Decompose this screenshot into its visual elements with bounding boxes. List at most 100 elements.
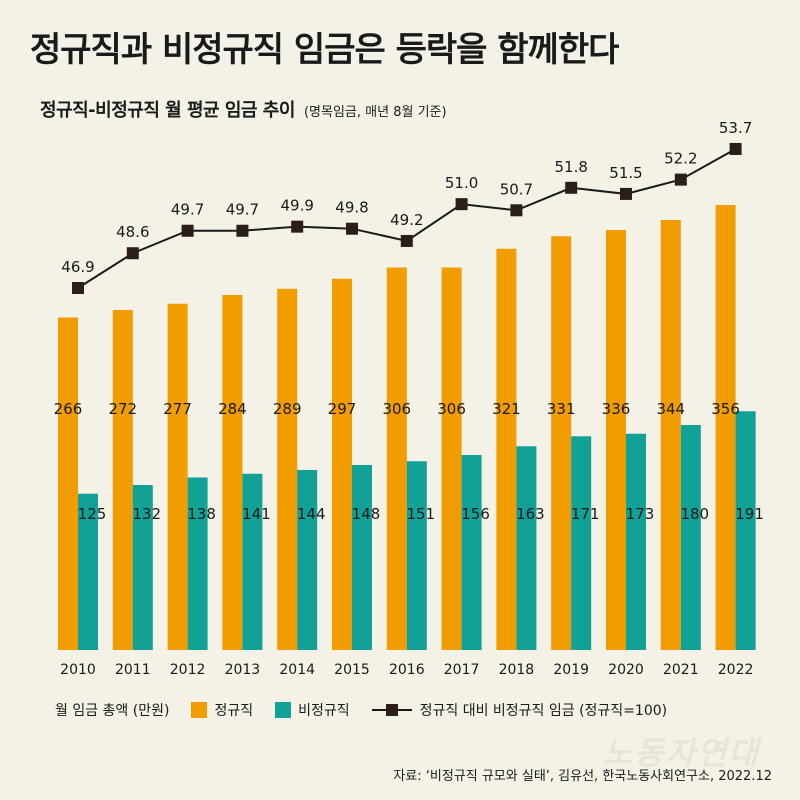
legend: 월 임금 총액 (만원) 정규직 비정규직 정규직 대비 비정규직 임금 (정규… bbox=[55, 700, 689, 720]
nonregular-value-label: 125 bbox=[78, 505, 107, 523]
nonregular-value-label: 191 bbox=[735, 505, 764, 523]
ratio-line-group bbox=[72, 142, 742, 294]
nonregular-bar bbox=[680, 425, 701, 650]
nonregular-value-label: 144 bbox=[297, 505, 326, 523]
ratio-value-label: 49.7 bbox=[171, 201, 204, 219]
nonregular-value-label: 148 bbox=[352, 505, 381, 523]
ratio-line-key bbox=[371, 702, 412, 718]
x-tick-label: 2013 bbox=[225, 662, 261, 678]
nonregular-bar bbox=[516, 446, 537, 650]
ratio-value-label: 46.9 bbox=[61, 258, 94, 276]
nonregular-bar bbox=[352, 465, 372, 650]
regular-bar bbox=[715, 205, 736, 650]
ratio-value-label: 53.7 bbox=[719, 119, 752, 137]
regular-bars-group bbox=[58, 205, 736, 650]
subtitle-note: (명목임금, 매년 8월 기준) bbox=[303, 105, 447, 120]
ratio-value-label: 49.7 bbox=[226, 201, 259, 219]
regular-value-label: 272 bbox=[108, 400, 137, 418]
ratio-marker bbox=[565, 181, 578, 194]
ratio-marker bbox=[126, 247, 139, 260]
regular-value-label: 331 bbox=[547, 400, 576, 418]
regular-value-label: 289 bbox=[273, 400, 302, 418]
ratio-marker bbox=[620, 187, 632, 200]
regular-bar bbox=[112, 310, 133, 650]
ratio-value-label: 51.5 bbox=[609, 164, 642, 182]
regular-bar bbox=[58, 317, 78, 650]
ratio-value-label: 51.0 bbox=[445, 174, 478, 192]
regular-value-label: 306 bbox=[437, 400, 466, 418]
regular-bar bbox=[551, 236, 572, 650]
nonregular-bar bbox=[406, 461, 427, 650]
regular-value-label: 284 bbox=[218, 400, 247, 418]
ratio-marker bbox=[346, 222, 358, 235]
ratio-marker bbox=[674, 173, 687, 186]
ratio-value-label: 52.2 bbox=[664, 150, 697, 168]
nonregular-bar bbox=[571, 436, 592, 650]
ratio-marker bbox=[291, 220, 304, 233]
watermark-logo: 노동자연대 bbox=[602, 734, 760, 772]
ratio-marker bbox=[400, 234, 413, 247]
x-tick-label: 2022 bbox=[718, 662, 754, 678]
nonregular-swatch bbox=[275, 702, 292, 718]
x-tick-label: 2012 bbox=[170, 662, 206, 678]
ratio-marker bbox=[510, 204, 523, 217]
x-tick-label: 2017 bbox=[444, 662, 480, 678]
regular-value-label: 277 bbox=[163, 400, 192, 418]
x-tick-label: 2020 bbox=[608, 662, 644, 678]
regular-swatch bbox=[191, 702, 208, 718]
nonregular-value-label: 132 bbox=[132, 505, 161, 523]
legend-unit-label: 월 임금 총액 (만원) bbox=[55, 703, 170, 719]
regular-value-label: 344 bbox=[656, 400, 685, 418]
regular-bar bbox=[496, 248, 517, 650]
x-tick-label: 2010 bbox=[60, 662, 96, 678]
nonregular-bar bbox=[735, 411, 756, 650]
ratio-labels-group: 46.9 48.6 49.7 49.7 49.9 49.8 49.2 51.0 50.7 51.8… bbox=[61, 119, 752, 276]
nonregular-value-label: 171 bbox=[571, 505, 600, 523]
nonregular-labels-group: 125 132 138 141 144 148 151 156 163 171 173 180 191 bbox=[78, 505, 764, 523]
regular-bar bbox=[222, 295, 243, 650]
x-tick-label: 2016 bbox=[389, 662, 425, 678]
legend-ratio: 정규직 대비 비정규직 임금 (정규직=100) bbox=[371, 700, 667, 720]
nonregular-value-label: 138 bbox=[187, 505, 216, 523]
nonregular-value-label: 163 bbox=[516, 505, 545, 523]
x-tick-label: 2018 bbox=[499, 662, 535, 678]
ratio-value-label: 49.2 bbox=[390, 211, 423, 229]
ratio-value-label: 50.7 bbox=[500, 180, 533, 198]
legend-regular-text: 정규직 bbox=[214, 703, 254, 719]
nonregular-bar bbox=[626, 433, 646, 650]
x-tick-label: 2015 bbox=[334, 662, 370, 678]
nonregular-bar bbox=[78, 493, 98, 650]
nonregular-bar bbox=[132, 485, 153, 650]
ratio-value-label: 49.8 bbox=[335, 199, 368, 217]
regular-bar bbox=[277, 288, 298, 650]
legend-nonregular: 비정규직 bbox=[275, 700, 350, 720]
legend-regular: 정규직 bbox=[191, 700, 253, 720]
regular-bar bbox=[167, 303, 188, 650]
nonregular-value-label: 151 bbox=[406, 505, 435, 523]
regular-value-label: 336 bbox=[602, 400, 631, 418]
regular-value-label: 297 bbox=[328, 400, 357, 418]
nonregular-value-label: 141 bbox=[242, 505, 271, 523]
nonregular-bar bbox=[461, 455, 482, 650]
regular-value-label: 266 bbox=[54, 400, 83, 418]
ratio-marker bbox=[236, 224, 249, 237]
regular-bar bbox=[441, 267, 462, 650]
chart-title: 정규직과 비정규직 임금은 등락을 함께한다 bbox=[30, 30, 619, 70]
x-tick-label: 2019 bbox=[553, 662, 589, 678]
regular-bar bbox=[660, 220, 681, 650]
ratio-value-label: 49.9 bbox=[280, 197, 313, 215]
nonregular-value-label: 173 bbox=[626, 505, 655, 523]
x-tick-label: 2014 bbox=[279, 662, 315, 678]
ratio-marker bbox=[72, 282, 84, 294]
regular-value-label: 306 bbox=[382, 400, 411, 418]
nonregular-value-label: 156 bbox=[461, 505, 490, 523]
regular-value-label: 321 bbox=[492, 400, 521, 418]
regular-bar bbox=[386, 267, 407, 650]
ratio-marker bbox=[181, 224, 194, 237]
x-tick-label: 2021 bbox=[663, 662, 699, 678]
ratio-marker bbox=[729, 142, 742, 155]
regular-labels-group: 266 272 277 284 289 297 306 306 321 331 336 344 356 bbox=[54, 400, 740, 418]
ratio-value-label: 51.8 bbox=[554, 158, 587, 176]
